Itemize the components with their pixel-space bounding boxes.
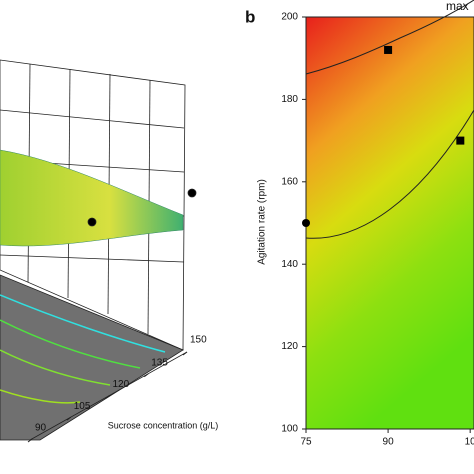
y-tick-label: 120 bbox=[281, 341, 298, 352]
x-tick bbox=[182, 351, 188, 356]
y-tick-label: 140 bbox=[281, 259, 298, 270]
contour-field bbox=[306, 17, 474, 429]
point bbox=[384, 45, 393, 54]
x-tick-label: 135 bbox=[151, 357, 168, 368]
x-tick-label: 90 bbox=[35, 423, 47, 434]
y-tick-label: 100 bbox=[281, 424, 298, 435]
x-tick bbox=[105, 395, 110, 399]
x-tick-label: 150 bbox=[190, 335, 207, 346]
y-tick-label: 160 bbox=[281, 176, 298, 187]
x-tick-label: 75 bbox=[300, 437, 312, 448]
x-tick-label: 105 bbox=[74, 401, 91, 412]
y-tick-label: 200 bbox=[281, 12, 298, 23]
x-tick bbox=[66, 416, 72, 421]
x-tick-label: 120 bbox=[113, 379, 130, 390]
point bbox=[456, 136, 465, 145]
x-tick bbox=[143, 373, 149, 378]
y-axis-label: Agitation rate (rpm) bbox=[257, 179, 268, 265]
y-tick-label: 180 bbox=[281, 94, 298, 105]
contour-line bbox=[305, 109, 474, 239]
x-tick-label: 10 bbox=[465, 437, 474, 448]
contour-line bbox=[305, 0, 474, 75]
x-tick-label: 90 bbox=[383, 437, 395, 448]
x-axis-label: Sucrose concentration (g/L) bbox=[108, 420, 219, 430]
point bbox=[302, 219, 310, 227]
x-tick bbox=[27, 438, 33, 443]
surface-panel bbox=[0, 59, 197, 441]
chart-title: max bbox=[446, 0, 469, 13]
panel-label: b bbox=[245, 7, 255, 26]
